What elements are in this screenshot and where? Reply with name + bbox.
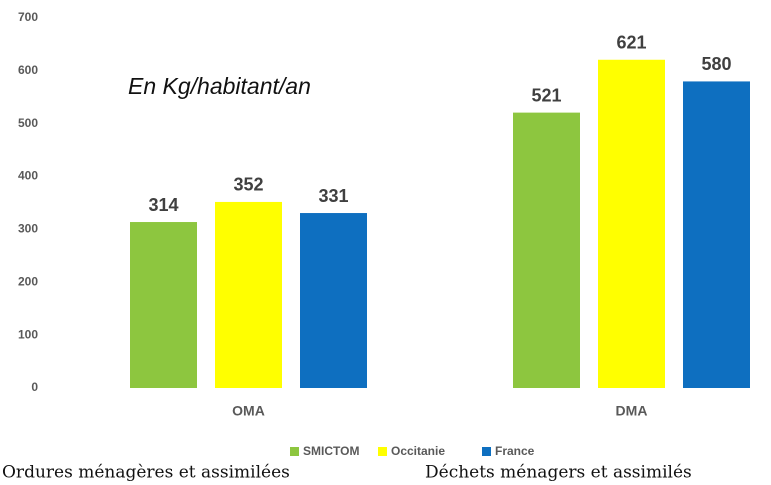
y-tick-label: 700 (18, 10, 38, 24)
value-label: 621 (616, 33, 646, 53)
y-tick-label: 300 (18, 222, 38, 236)
y-tick-label: 100 (18, 327, 38, 341)
bar (130, 222, 197, 388)
legend-label: SMICTOM (303, 444, 359, 458)
value-label: 580 (701, 54, 731, 74)
legend-label: Occitanie (391, 444, 445, 458)
caption: Ordures ménagères et assimilées (2, 463, 290, 483)
bar (598, 59, 665, 388)
legend-label: France (495, 444, 535, 458)
x-tick-label: DMA (616, 403, 648, 419)
bar (300, 213, 367, 388)
y-tick-label: 600 (18, 63, 38, 77)
bar (215, 201, 282, 388)
x-tick-label: OMA (232, 403, 265, 419)
annotation: En Kg/habitant/an (128, 73, 311, 99)
legend-swatch (378, 447, 387, 456)
value-label: 521 (531, 85, 561, 105)
y-tick-label: 500 (18, 116, 38, 130)
caption: Déchets ménagers et assimilés (425, 463, 692, 483)
value-label: 314 (148, 195, 178, 215)
value-label: 331 (318, 186, 348, 206)
y-tick-label: 0 (31, 380, 38, 394)
bar (513, 112, 580, 388)
value-label: 352 (233, 175, 263, 195)
bar (683, 81, 750, 388)
legend-swatch (482, 447, 491, 456)
legend-swatch (290, 447, 299, 456)
y-tick-label: 400 (18, 169, 38, 183)
y-tick-label: 200 (18, 274, 38, 288)
